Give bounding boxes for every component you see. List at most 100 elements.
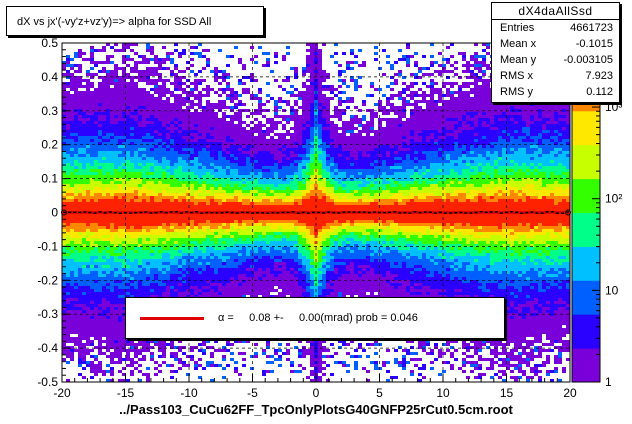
heatmap-cell	[62, 97, 66, 100]
heatmap-cell	[222, 268, 226, 271]
heatmap-cell	[282, 226, 286, 229]
heatmap-cell	[270, 181, 274, 184]
heatmap-cell	[278, 145, 282, 148]
heatmap-cell	[254, 193, 258, 196]
heatmap-cell	[110, 205, 114, 208]
heatmap-cell	[250, 142, 254, 145]
heatmap-cell	[98, 97, 102, 100]
heatmap-cell	[110, 352, 114, 355]
heatmap-cell	[254, 190, 258, 193]
heatmap-cell	[218, 103, 222, 106]
heatmap-cell	[218, 196, 222, 199]
heatmap-cell	[90, 49, 94, 52]
heatmap-cell	[98, 103, 102, 106]
heatmap-cell	[198, 349, 202, 352]
heatmap-cell	[82, 238, 86, 241]
heatmap-cell	[134, 217, 138, 220]
heatmap-cell	[182, 178, 186, 181]
heatmap-cell	[214, 205, 218, 208]
heatmap-cell	[254, 187, 258, 190]
heatmap-cell	[134, 286, 138, 289]
heatmap-cell	[242, 88, 246, 91]
heatmap-cell	[74, 220, 78, 223]
heatmap-cell	[250, 259, 254, 262]
heatmap-cell	[126, 232, 130, 235]
heatmap-cell	[90, 235, 94, 238]
heatmap-cell	[102, 319, 106, 322]
heatmap-cell	[78, 241, 82, 244]
heatmap-cell	[142, 142, 146, 145]
heatmap-cell	[198, 259, 202, 262]
heatmap-cell	[222, 145, 226, 148]
heatmap-cell	[78, 70, 82, 73]
heatmap-cell	[190, 139, 194, 142]
heatmap-cell	[158, 265, 162, 268]
heatmap-cell	[82, 136, 86, 139]
heatmap-cell	[102, 274, 106, 277]
heatmap-cell	[110, 112, 114, 115]
heatmap-cell	[158, 238, 162, 241]
heatmap-cell	[78, 271, 82, 274]
heatmap-cell	[142, 76, 146, 79]
heatmap-cell	[282, 247, 286, 250]
heatmap-cell	[62, 256, 66, 259]
heatmap-cell	[122, 343, 126, 346]
heatmap-cell	[62, 118, 66, 121]
heatmap-cell	[130, 133, 134, 136]
heatmap-cell	[154, 178, 158, 181]
heatmap-cell	[246, 88, 250, 91]
heatmap-cell	[150, 286, 154, 289]
heatmap-cell	[130, 247, 134, 250]
heatmap-cell	[166, 364, 170, 367]
heatmap-cell	[254, 214, 258, 217]
heatmap-cell	[238, 187, 242, 190]
heatmap-cell	[206, 124, 210, 127]
heatmap-cell	[146, 235, 150, 238]
heatmap-cell	[258, 136, 262, 139]
heatmap-cell	[178, 283, 182, 286]
heatmap-cell	[130, 286, 134, 289]
heatmap-cell	[194, 205, 198, 208]
heatmap-cell	[102, 193, 106, 196]
heatmap-cell	[198, 268, 202, 271]
heatmap-cell	[86, 97, 90, 100]
heatmap-cell	[178, 76, 182, 79]
heatmap-cell	[258, 247, 262, 250]
heatmap-cell	[114, 298, 118, 301]
heatmap-cell	[142, 148, 146, 151]
heatmap-cell	[206, 247, 210, 250]
heatmap-cell	[162, 169, 166, 172]
heatmap-cell	[190, 235, 194, 238]
heatmap-cell	[102, 226, 106, 229]
heatmap-cell	[66, 247, 70, 250]
heatmap-cell	[282, 127, 286, 130]
heatmap-cell	[226, 151, 230, 154]
heatmap-cell	[86, 166, 90, 169]
heatmap-cell	[226, 244, 230, 247]
heatmap-cell	[102, 352, 106, 355]
heatmap-cell	[186, 220, 190, 223]
heatmap-cell	[94, 322, 98, 325]
heatmap-cell	[266, 139, 270, 142]
heatmap-cell	[78, 163, 82, 166]
heatmap-cell	[178, 349, 182, 352]
heatmap-cell	[78, 172, 82, 175]
heatmap-cell	[106, 322, 110, 325]
heatmap-cell	[62, 259, 66, 262]
heatmap-cell	[110, 331, 114, 334]
heatmap-cell	[218, 139, 222, 142]
heatmap-cell	[222, 208, 226, 211]
heatmap-cell	[110, 46, 114, 49]
heatmap-cell	[142, 124, 146, 127]
heatmap-cell	[62, 94, 66, 97]
heatmap-cell	[86, 259, 90, 262]
heatmap-cell	[234, 112, 238, 115]
heatmap-cell	[210, 259, 214, 262]
heatmap-cell	[130, 184, 134, 187]
heatmap-cell	[86, 157, 90, 160]
heatmap-cell	[110, 154, 114, 157]
heatmap-cell	[170, 190, 174, 193]
heatmap-cell	[66, 295, 70, 298]
heatmap-cell	[122, 286, 126, 289]
heatmap-cell	[194, 118, 198, 121]
